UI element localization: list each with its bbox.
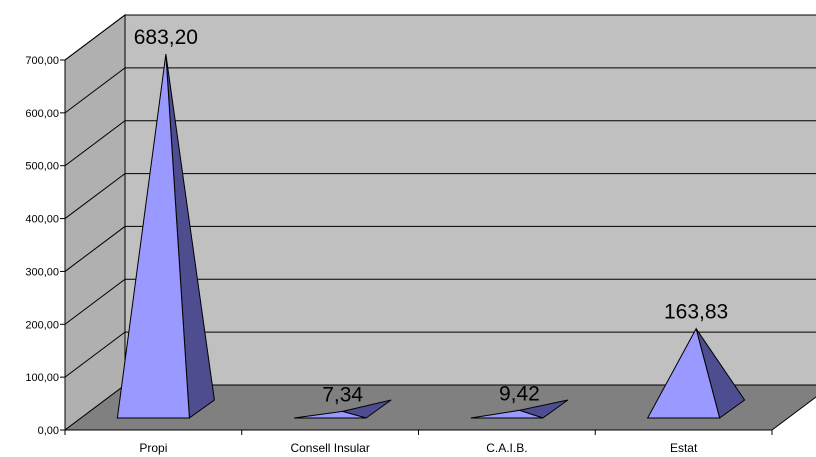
gridlines [64,14,816,378]
x-category-label: C.A.I.B. [486,441,527,455]
labels: 683,20 Propi 7,34 Consell Insular 9,42 C.A.I.… [134,26,728,455]
data-label: 163,83 [664,301,728,324]
data-label: 7,34 [322,383,363,406]
side-wall [64,14,126,431]
pyramid-bar [294,399,392,419]
y-tick-label: 700,00 [25,55,59,67]
axes: 0,00 100,00 200,00 300,00 400,00 500,00 600,00… [25,55,773,437]
gridline [64,14,816,61]
bars [116,54,746,419]
gridline [64,120,816,167]
y-tick-label: 300,00 [25,266,59,278]
y-tick-label: 100,00 [25,372,59,384]
y-tick-label: 500,00 [25,161,59,173]
y-tick-label: 200,00 [25,319,59,331]
y-tick-label: 400,00 [25,214,59,226]
gridline [64,225,816,272]
gridline [64,331,816,378]
gridline [64,278,816,325]
back-wall [124,14,816,386]
chart-walls [63,14,816,431]
x-category-label: Consell Insular [290,441,369,455]
x-category-label: Propi [139,441,167,455]
pyramid-front-face [470,409,544,419]
pyramid-front-face [116,54,190,419]
gridline [64,67,816,114]
gridline [64,173,816,219]
data-label: 683,20 [134,26,198,49]
pyramid-bar [470,399,569,419]
y-tick-label: 600,00 [25,108,59,120]
pyramid-bar [116,54,215,419]
y-tick-label: 0,00 [38,425,59,437]
x-category-label: Estat [670,441,698,455]
pyramid-bar [646,327,746,419]
pyramid-front-face [294,410,367,419]
pyramid-front-face [646,327,721,419]
data-label: 9,42 [499,382,540,405]
